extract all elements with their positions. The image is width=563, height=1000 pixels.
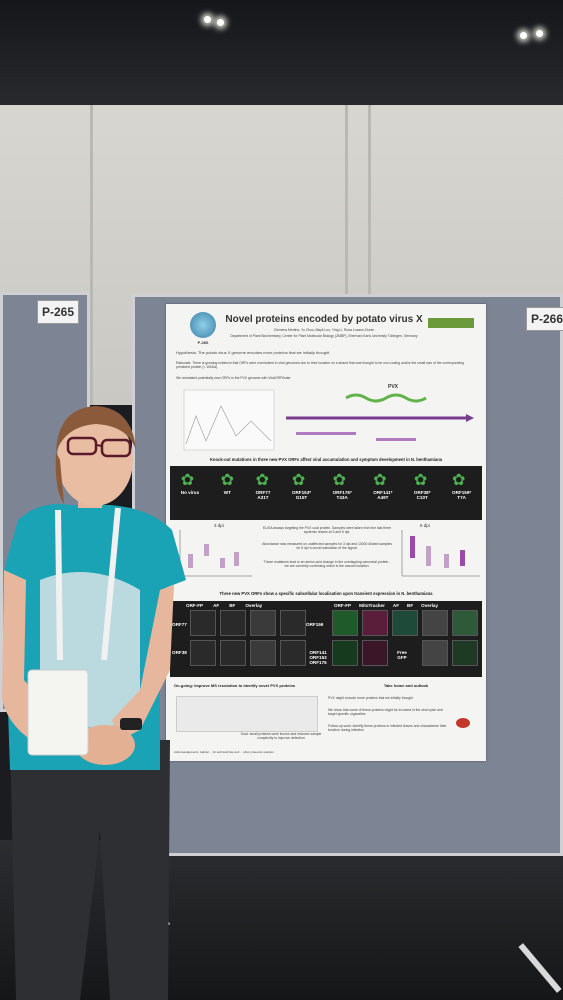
loc-header: Overlay bbox=[245, 603, 263, 608]
micrograph bbox=[190, 640, 216, 666]
poster-hypothesis: Hypothesis: The potato virus X genome en… bbox=[176, 350, 330, 355]
plant-photo: ✿ ORF141* A49T bbox=[373, 472, 393, 500]
poster-affiliation: Department of Plant Biochemistry, Center… bbox=[230, 334, 418, 338]
dpi-left-label: 3 dpi bbox=[214, 523, 224, 528]
ceiling bbox=[0, 0, 563, 112]
micrograph bbox=[220, 640, 246, 666]
poster-title: Novel proteins encoded by potato virus X bbox=[225, 314, 423, 325]
loc-header: Overlay bbox=[421, 603, 439, 608]
ms-note: Goal: small proteins were known and redu… bbox=[240, 732, 322, 741]
poster-rationale: Rationale: There is growing evidence tha… bbox=[176, 361, 464, 370]
micrograph bbox=[362, 640, 388, 666]
wall-panel-divider bbox=[345, 105, 348, 405]
take-home-title: Take home and outlook bbox=[383, 683, 429, 688]
section-knockout-title: Knock-out mutations in three new PVX ORF… bbox=[209, 457, 443, 462]
loc-header: ORF-FP bbox=[186, 603, 204, 608]
take-home-point: Follow-up work: identify these proteins … bbox=[328, 724, 447, 733]
micrograph bbox=[362, 610, 388, 636]
scientific-poster: P-266 Novel proteins encoded by potato v… bbox=[166, 304, 486, 761]
loc-row-label: ORF159 bbox=[306, 622, 324, 627]
poster-logo-label: P-266 bbox=[197, 340, 209, 345]
booth-number-left: P-265 bbox=[37, 300, 79, 324]
funding-logos bbox=[456, 696, 474, 746]
micrograph bbox=[392, 610, 418, 636]
funding-logo bbox=[456, 718, 470, 728]
boxplot-6dpi bbox=[401, 530, 480, 577]
loc-header: BF bbox=[407, 603, 414, 608]
wall-panel-divider bbox=[90, 105, 93, 405]
plant-photo: ✿ ORF38* C10T bbox=[413, 472, 431, 500]
plant-phenotype-panel: ✿ No virus ✿ WT ✿ ORF77 A31T ✿ ORF153* G15T ✿ O… bbox=[170, 466, 482, 520]
loc-row-label: ORF38 bbox=[172, 650, 187, 655]
ongoing-title: On-going: Improve MS resolution to ident… bbox=[174, 683, 296, 688]
micrograph bbox=[250, 640, 276, 666]
micrograph bbox=[422, 640, 448, 666]
section-localization-title: Three new PVX ORFs show a specific subce… bbox=[219, 591, 433, 596]
booth-number-right: P-266 bbox=[526, 307, 563, 331]
presenter-person bbox=[2, 406, 186, 1000]
genome-map bbox=[183, 389, 474, 451]
dpi-right-label: 6 dpi bbox=[420, 523, 430, 528]
conference-logo bbox=[190, 312, 216, 338]
acknowledgement: Acknowledgements. Gabriel ... for techni… bbox=[174, 750, 274, 754]
take-home-point: PVX might encode more proteins that we i… bbox=[328, 696, 414, 700]
micrograph bbox=[280, 640, 306, 666]
loc-header: AF bbox=[213, 603, 220, 608]
micrograph bbox=[332, 640, 358, 666]
sponsor-logo bbox=[428, 318, 474, 328]
plant-photo: ✿ ORF153* G15T bbox=[291, 472, 312, 500]
micrograph bbox=[452, 610, 478, 636]
mutation-note: These mutations lead to an amino acid ch… bbox=[263, 560, 391, 569]
micrograph bbox=[250, 610, 276, 636]
loc-headers-left: ORF-FP AF BF Overlay bbox=[186, 603, 262, 608]
loc-headers-right: ORF-FP MitoTracker AF BF Overlay bbox=[334, 603, 438, 608]
plant-photo: ✿ ORF176* T43A bbox=[332, 472, 352, 500]
micrograph bbox=[332, 610, 358, 636]
plant-photo: ✿ ORF77 A31T bbox=[255, 472, 271, 500]
ceiling-light bbox=[204, 16, 211, 23]
micrograph bbox=[422, 610, 448, 636]
micrograph bbox=[452, 640, 478, 666]
plant-photo: ✿ ORF159* T7A bbox=[452, 472, 472, 500]
poster-authors: Clemens Mertins, Yu Zhou, Mayli Luo, Yin… bbox=[273, 328, 375, 332]
wall-panel-divider bbox=[368, 105, 371, 405]
ms-workflow-diagram bbox=[176, 696, 318, 732]
loc-header: BF bbox=[229, 603, 236, 608]
plant-photo: ✿ WT bbox=[220, 472, 235, 495]
loc-header: MitoTracker bbox=[359, 603, 385, 608]
pvx-genome-label: PVX bbox=[388, 384, 399, 390]
elisa-note: ELISA assays targeting the PVX coat prot… bbox=[263, 526, 391, 535]
abundance-note: Abundance was measured on unaffected sam… bbox=[262, 542, 392, 551]
micrograph bbox=[220, 610, 246, 636]
loc-row-label: ORF141 ORF153 ORF176 bbox=[309, 650, 327, 665]
micrograph bbox=[190, 610, 216, 636]
ceiling-light bbox=[217, 19, 224, 26]
free-gfp-label: Free GFP bbox=[397, 650, 407, 660]
ceiling-light bbox=[536, 30, 543, 37]
loc-header: AF bbox=[392, 603, 400, 608]
loc-header: ORF-FP bbox=[334, 603, 352, 608]
plant-photo: ✿ No virus bbox=[180, 472, 200, 495]
ceiling-light bbox=[520, 32, 527, 39]
poster-annotation-note: We annotated potentially new ORFs in the… bbox=[176, 376, 291, 380]
loc-row-label: ORF77 bbox=[172, 622, 187, 627]
take-home-point: We show that some of these proteins migh… bbox=[328, 708, 443, 717]
micrograph bbox=[280, 610, 306, 636]
